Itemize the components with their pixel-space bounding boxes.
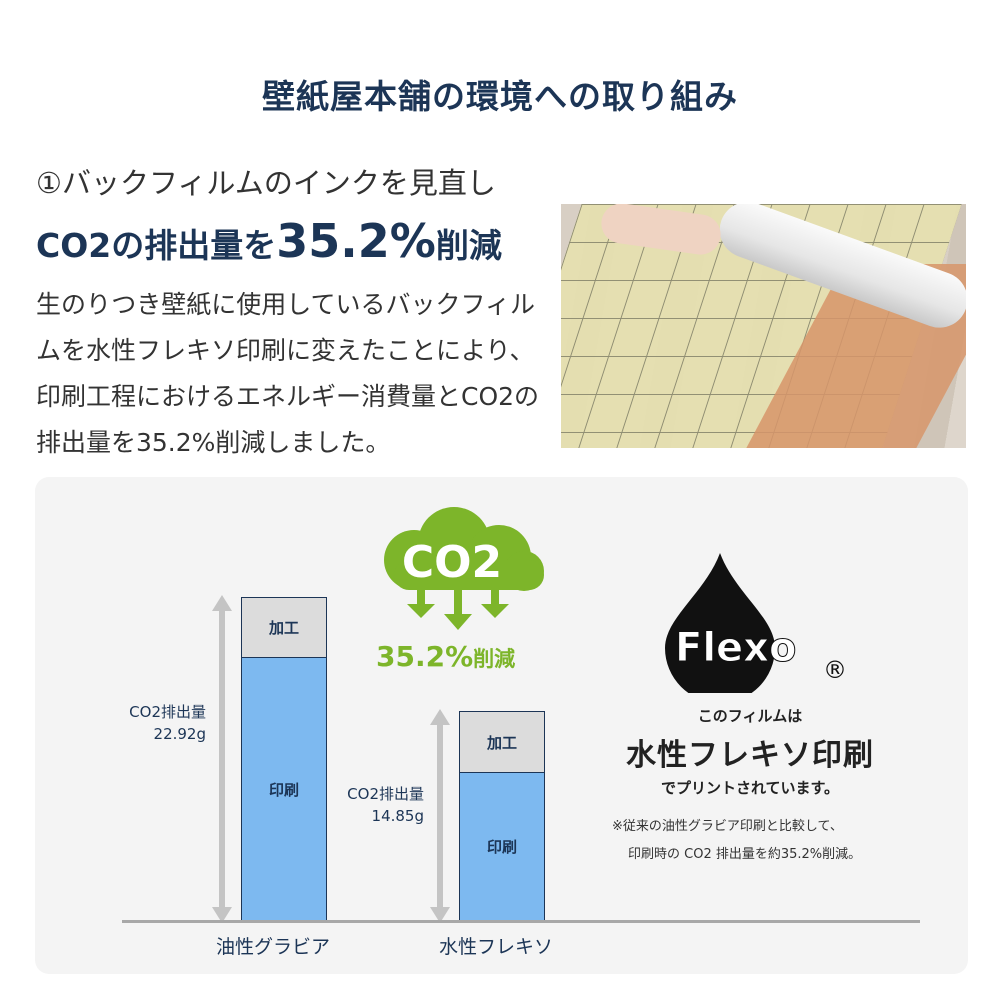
total-label: CO2排出量 14.85g [328, 783, 424, 827]
down-arrows-icon [407, 590, 509, 630]
page-title: 壁紙屋本舗の環境への取り組み [262, 77, 738, 116]
reduction-value: 35.2% [376, 640, 474, 673]
category-label: 水性フレキソ [438, 936, 553, 958]
headline-post: 削減 [435, 226, 502, 265]
bar-segment-printing: 印刷 [460, 773, 544, 920]
note-line2: 印刷時の CO2 排出量を約35.2%削減。 [628, 847, 862, 862]
section-subtitle: ①バックフィルムのインクを見直し [36, 166, 496, 200]
headline-pre: CO2の排出量を [36, 226, 277, 265]
caption-line1: このフィルムは [697, 707, 803, 725]
total-label-value: 22.92g [153, 725, 206, 743]
co2-cloud-icon: CO2 [384, 507, 544, 591]
registered-mark: ® [823, 656, 845, 684]
chart-baseline [122, 920, 920, 923]
headline: CO2の排出量を35.2%削減 [36, 214, 502, 268]
note-line1: ※従来の油性グラビア印刷と比較して、 [612, 819, 843, 834]
stacked-bar: 加工 印刷 [241, 597, 327, 921]
flexo-logo: Flexo ® [665, 553, 845, 693]
total-label: CO2排出量 22.92g [110, 701, 206, 745]
logo-text: Flexo [675, 625, 796, 671]
bar-segment-processing: 加工 [242, 598, 326, 659]
backfilm-photo [561, 204, 966, 448]
total-height-arrow [212, 595, 232, 923]
total-label-value: 14.85g [371, 807, 424, 826]
caption-line2: 水性フレキソ印刷 [626, 738, 874, 773]
cloud-label: CO2 [402, 537, 502, 588]
caption-line3: でプリントされています。 [660, 779, 840, 797]
section-body: 生のりつき壁紙に使用しているバックフィルムを水性フレキソ印刷に変えたことにより、… [36, 290, 540, 457]
category-label: 油性グラビア [215, 936, 330, 958]
total-label-title: CO2排出量 [347, 785, 424, 804]
reduction-suffix: 削減 [473, 647, 516, 671]
bar-segment-processing: 加工 [460, 712, 544, 774]
total-label-title: CO2排出量 [129, 703, 206, 721]
stacked-bar: 加工 印刷 [459, 711, 545, 921]
headline-value: 35.2% [276, 214, 436, 268]
total-height-arrow [430, 709, 450, 923]
reduction-label: 35.2%削減 [376, 640, 515, 673]
bar-segment-printing: 印刷 [242, 658, 326, 920]
